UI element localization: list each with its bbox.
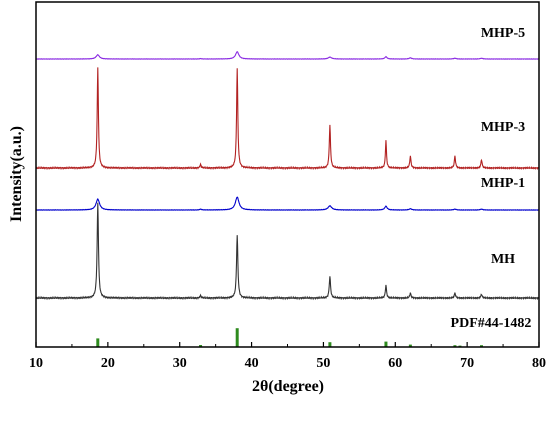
x-tick-label: 60 <box>388 356 402 371</box>
x-tick-label: 40 <box>245 356 259 371</box>
series-mh: MH <box>35 202 540 301</box>
series-pdf-44-1482: PDF#44-1482 <box>96 316 532 347</box>
series-mhp-1: MHP-1 <box>35 176 540 211</box>
series-mhp-5: MHP-5 <box>35 26 540 60</box>
x-tick-label: 70 <box>460 356 474 371</box>
diffraction-pattern-line <box>35 67 540 171</box>
series-label: MH <box>491 252 515 267</box>
x-tick-label: 50 <box>316 356 330 371</box>
diffraction-pattern-line <box>35 202 540 301</box>
x-axis-title: 2θ(degree) <box>252 378 324 395</box>
x-tick-label: 30 <box>173 356 187 371</box>
x-tick-label: 80 <box>532 356 546 371</box>
series-label: MHP-3 <box>481 120 525 135</box>
y-axis-title: Intensity(a.u.) <box>8 126 25 222</box>
series-label: MHP-5 <box>481 26 525 41</box>
x-tick-label: 20 <box>101 356 115 371</box>
plot-frame <box>35 1 540 348</box>
diffraction-pattern-line <box>35 196 540 211</box>
series-label: MHP-1 <box>481 176 525 191</box>
series-mhp-3: MHP-3 <box>35 67 540 171</box>
series-label: PDF#44-1482 <box>451 316 532 331</box>
x-tick-label: 10 <box>29 356 43 371</box>
diffraction-pattern-line <box>35 51 540 60</box>
